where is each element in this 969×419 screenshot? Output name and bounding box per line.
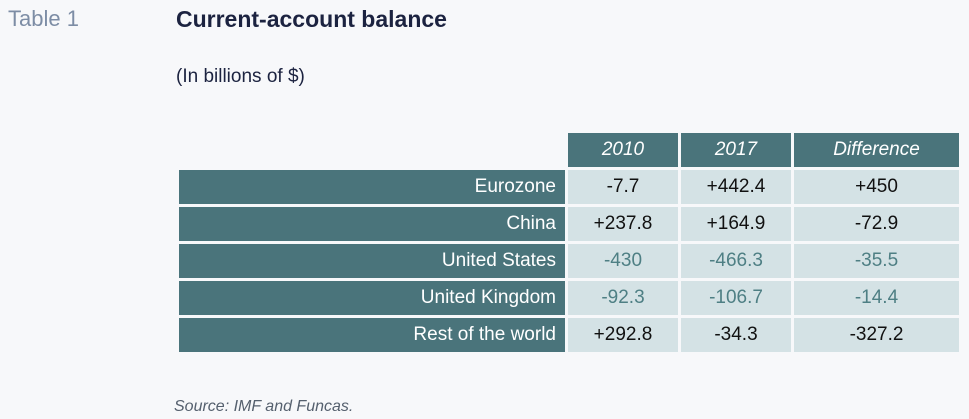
- cell-value: -35.5: [794, 244, 959, 278]
- table-row: China +237.8 +164.9 -72.9: [179, 207, 959, 241]
- cell-value: -72.9: [794, 207, 959, 241]
- cell-value: -430: [568, 244, 678, 278]
- cell-value: -92.3: [568, 281, 678, 315]
- cell-value: -327.2: [794, 318, 959, 352]
- cell-value: +237.8: [568, 207, 678, 241]
- table-row: Eurozone -7.7 +442.4 +450: [179, 170, 959, 204]
- cell-value: +450: [794, 170, 959, 204]
- header-corner: [179, 133, 565, 167]
- column-header-2017: 2017: [681, 133, 791, 167]
- table-row: United Kingdom -92.3 -106.7 -14.4: [179, 281, 959, 315]
- header-row: 2010 2017 Difference: [179, 133, 959, 167]
- cell-value: +442.4: [681, 170, 791, 204]
- row-label-rest-of-world: Rest of the world: [179, 318, 565, 352]
- table-row: United States -430 -466.3 -35.5: [179, 244, 959, 278]
- table-title: Current-account balance: [176, 6, 447, 32]
- cell-value: -14.4: [794, 281, 959, 315]
- cell-value: -106.7: [681, 281, 791, 315]
- cell-value: -34.3: [681, 318, 791, 352]
- cell-value: -466.3: [681, 244, 791, 278]
- row-label-united-states: United States: [179, 244, 565, 278]
- column-header-difference: Difference: [794, 133, 959, 167]
- balance-table: 2010 2017 Difference Eurozone -7.7 +442.…: [176, 130, 962, 355]
- source-note: Source: IMF and Funcas.: [174, 398, 354, 415]
- row-label-united-kingdom: United Kingdom: [179, 281, 565, 315]
- row-label-eurozone: Eurozone: [179, 170, 565, 204]
- table-subtitle: (In billions of $): [176, 66, 305, 87]
- table-number-label: Table 1: [8, 6, 79, 31]
- table-row: Rest of the world +292.8 -34.3 -327.2: [179, 318, 959, 352]
- cell-value: +164.9: [681, 207, 791, 241]
- cell-value: +292.8: [568, 318, 678, 352]
- cell-value: -7.7: [568, 170, 678, 204]
- column-header-2010: 2010: [568, 133, 678, 167]
- row-label-china: China: [179, 207, 565, 241]
